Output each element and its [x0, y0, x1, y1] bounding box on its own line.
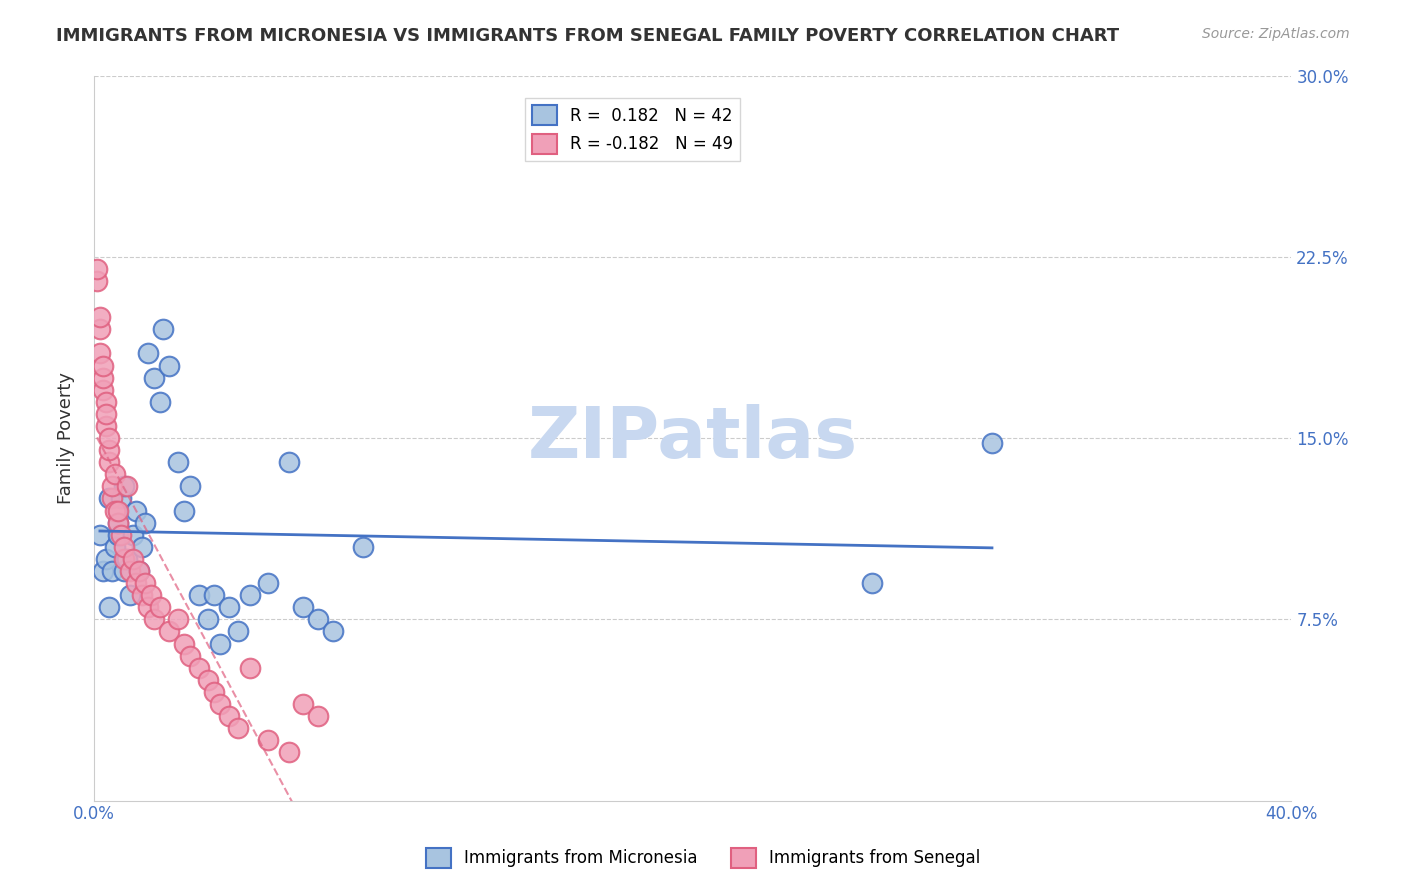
Point: [115, 479, 138, 493]
Point: [166, 612, 188, 626]
Point: [218, 709, 240, 723]
Point: [94, 394, 117, 409]
Point: [97, 491, 120, 506]
Point: [112, 564, 135, 578]
Point: [149, 600, 172, 615]
Text: ZIPatlas: ZIPatlas: [527, 403, 858, 473]
Point: [139, 588, 162, 602]
Point: [142, 612, 165, 626]
Point: [94, 419, 117, 434]
Point: [107, 516, 129, 530]
Point: [292, 600, 315, 615]
Point: [187, 661, 209, 675]
Point: [157, 624, 180, 639]
Point: [125, 576, 148, 591]
Point: [179, 479, 201, 493]
Point: [322, 624, 344, 639]
Point: [125, 503, 148, 517]
Point: [101, 479, 124, 493]
Point: [131, 588, 153, 602]
Point: [187, 588, 209, 602]
Point: [352, 540, 374, 554]
Point: [91, 370, 114, 384]
Point: [107, 527, 129, 541]
Point: [239, 588, 262, 602]
Point: [86, 261, 108, 276]
Point: [256, 733, 278, 747]
Point: [91, 564, 114, 578]
Legend: R =  0.182   N = 42, R = -0.182   N = 49: R = 0.182 N = 42, R = -0.182 N = 49: [526, 98, 740, 161]
Point: [110, 491, 132, 506]
Point: [101, 491, 124, 506]
Point: [91, 359, 114, 373]
Legend: Immigrants from Micronesia, Immigrants from Senegal: Immigrants from Micronesia, Immigrants f…: [419, 841, 987, 875]
Point: [142, 370, 165, 384]
Point: [118, 564, 141, 578]
Point: [981, 436, 1004, 450]
Point: [112, 479, 135, 493]
Point: [860, 576, 883, 591]
Point: [110, 527, 132, 541]
Point: [166, 455, 188, 469]
Point: [89, 322, 111, 336]
Point: [107, 503, 129, 517]
Point: [277, 745, 299, 759]
Point: [173, 636, 195, 650]
Point: [134, 576, 156, 591]
Point: [104, 503, 127, 517]
Y-axis label: Family Poverty: Family Poverty: [58, 372, 75, 504]
Point: [89, 527, 111, 541]
Point: [128, 564, 150, 578]
Point: [104, 467, 127, 482]
Point: [226, 721, 249, 735]
Point: [157, 359, 180, 373]
Text: Source: ZipAtlas.com: Source: ZipAtlas.com: [1202, 27, 1350, 41]
Point: [97, 600, 120, 615]
Point: [97, 431, 120, 445]
Point: [239, 661, 262, 675]
Point: [94, 552, 117, 566]
Point: [202, 685, 225, 699]
Point: [136, 346, 159, 360]
Point: [173, 503, 195, 517]
Point: [97, 455, 120, 469]
Point: [104, 540, 127, 554]
Point: [218, 600, 240, 615]
Point: [131, 540, 153, 554]
Point: [149, 394, 172, 409]
Point: [97, 443, 120, 458]
Point: [115, 552, 138, 566]
Point: [307, 612, 329, 626]
Point: [226, 624, 249, 639]
Point: [112, 540, 135, 554]
Point: [292, 697, 315, 711]
Text: IMMIGRANTS FROM MICRONESIA VS IMMIGRANTS FROM SENEGAL FAMILY POVERTY CORRELATION: IMMIGRANTS FROM MICRONESIA VS IMMIGRANTS…: [56, 27, 1119, 45]
Point: [197, 612, 219, 626]
Point: [121, 527, 143, 541]
Point: [197, 673, 219, 687]
Point: [277, 455, 299, 469]
Point: [202, 588, 225, 602]
Point: [89, 346, 111, 360]
Point: [118, 588, 141, 602]
Point: [134, 516, 156, 530]
Point: [89, 310, 111, 325]
Point: [101, 564, 124, 578]
Point: [107, 516, 129, 530]
Point: [91, 383, 114, 397]
Point: [86, 274, 108, 288]
Point: [121, 552, 143, 566]
Point: [179, 648, 201, 663]
Point: [94, 407, 117, 421]
Point: [112, 552, 135, 566]
Point: [307, 709, 329, 723]
Point: [136, 600, 159, 615]
Point: [152, 322, 174, 336]
Point: [208, 697, 231, 711]
Point: [208, 636, 231, 650]
Point: [256, 576, 278, 591]
Point: [128, 564, 150, 578]
